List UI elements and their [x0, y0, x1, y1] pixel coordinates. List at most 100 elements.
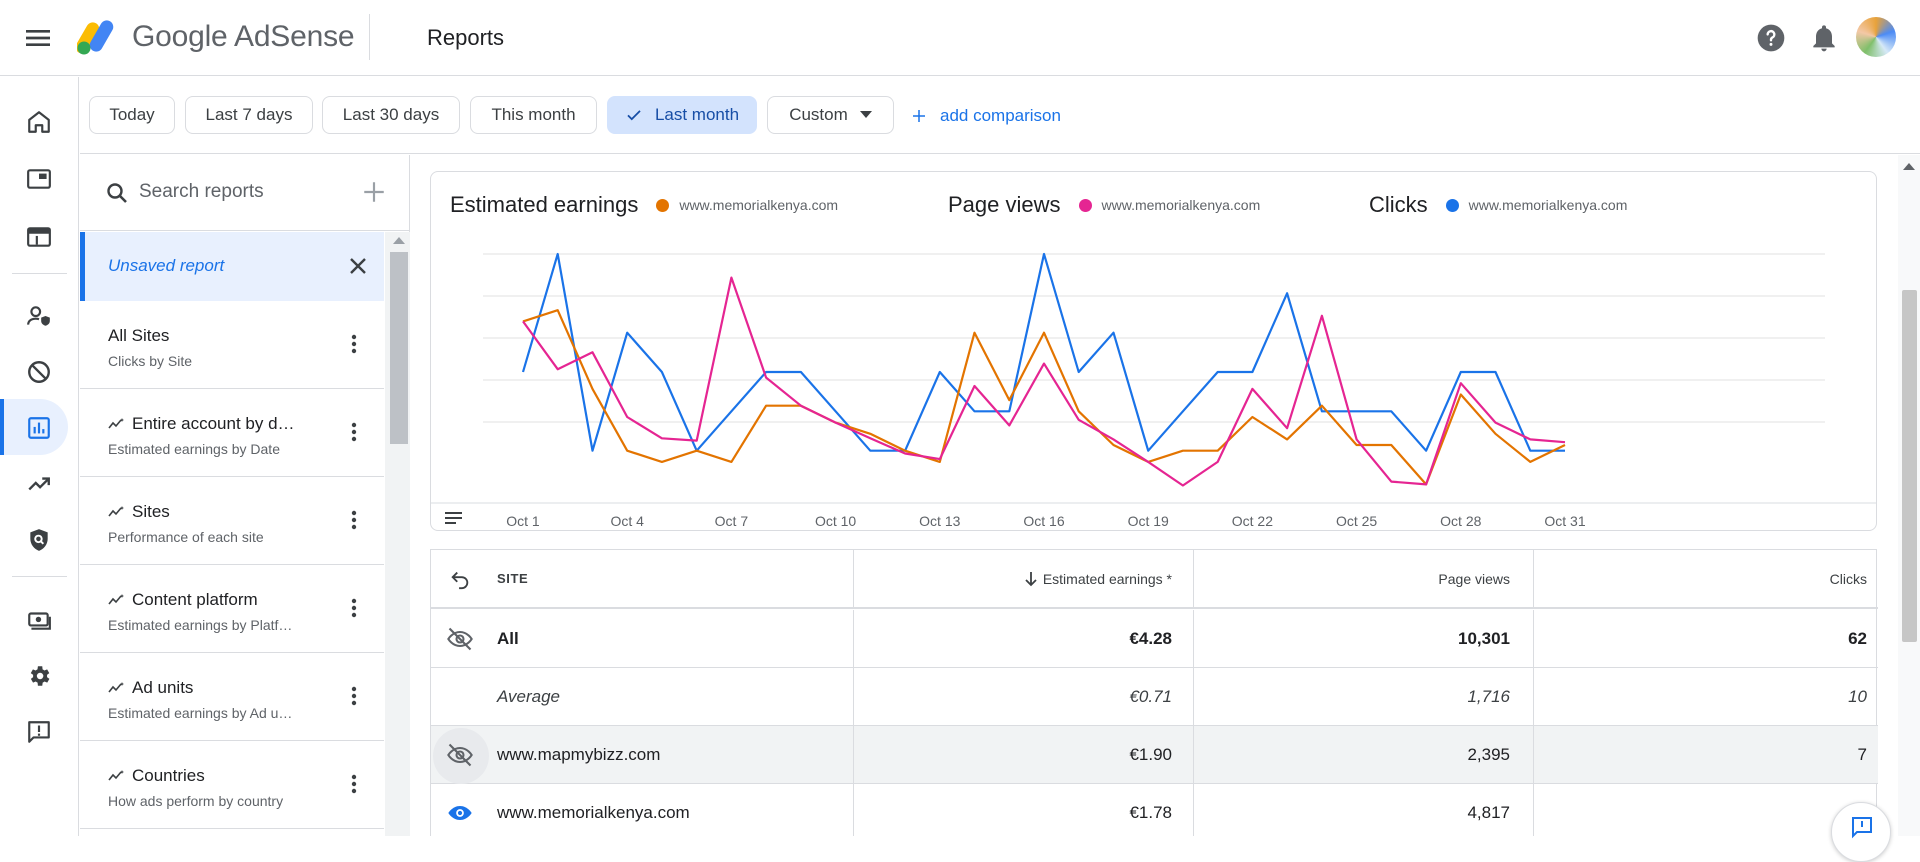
- report-title: Entire account by d…: [108, 414, 314, 434]
- nav-blocking-controls[interactable]: [0, 343, 79, 399]
- report-list-item[interactable]: Countries How ads perform by country: [80, 742, 384, 829]
- reports-panel: Unsaved report All Sites Clicks by Site En…: [80, 155, 410, 836]
- more-options-icon[interactable]: [342, 596, 366, 620]
- more-options-icon[interactable]: [342, 420, 366, 444]
- nav-payments[interactable]: [0, 591, 79, 647]
- toggle-visibility-button[interactable]: [431, 784, 489, 836]
- top-app-bar: Google AdSense Reports: [0, 0, 1920, 76]
- report-list-item[interactable]: Entire account by d… Estimated earnings b…: [80, 390, 384, 477]
- more-options-icon[interactable]: [342, 332, 366, 356]
- nav-home[interactable]: [0, 93, 79, 149]
- column-header-page-views[interactable]: Page views: [1438, 570, 1510, 587]
- nav-settings[interactable]: [0, 647, 79, 703]
- filter-chip-custom-dropdown[interactable]: Custom: [767, 96, 894, 134]
- report-list-item[interactable]: Sites Performance of each site: [80, 478, 384, 565]
- report-title: Sites: [108, 502, 314, 522]
- legend-metric: Estimated earnings: [450, 192, 639, 217]
- undo-icon[interactable]: [431, 550, 489, 608]
- legend-metric: Page views: [948, 192, 1061, 217]
- nav-reports[interactable]: [0, 399, 68, 455]
- feedback-fab-button[interactable]: [1831, 802, 1891, 862]
- page-scrollbar[interactable]: [1898, 155, 1920, 836]
- cell-page-views: 2,395: [1467, 744, 1510, 764]
- search-reports-input[interactable]: [139, 177, 349, 207]
- column-divider: [1193, 668, 1194, 725]
- ads-display-icon: [27, 169, 51, 189]
- column-header-label: Estimated earnings *: [1042, 570, 1172, 587]
- scrollbar-thumb[interactable]: [390, 252, 408, 444]
- report-list-item[interactable]: All Sites Clicks by Site: [80, 302, 384, 389]
- legend-clicks[interactable]: Clicks www.memorialkenya.com: [1369, 192, 1627, 218]
- report-list-item[interactable]: Content platform Estimated earnings by Pl…: [80, 566, 384, 653]
- more-options-icon[interactable]: [342, 772, 366, 796]
- reports-chart-icon: [28, 417, 50, 439]
- cell-clicks: 62: [1848, 628, 1867, 648]
- table-row[interactable]: Average €0.71 1,716 10: [431, 668, 1878, 726]
- x-tick-label: Oct 13: [919, 513, 960, 529]
- unsaved-report-label: Unsaved report: [108, 256, 225, 275]
- account-avatar[interactable]: [1856, 17, 1896, 57]
- settings-gear-icon: [30, 666, 50, 686]
- notifications-bell-icon[interactable]: [1808, 22, 1840, 54]
- column-divider: [853, 726, 854, 783]
- smart-report-icon: [108, 594, 124, 605]
- visibility-off-icon: [447, 743, 473, 767]
- x-tick-label: Oct 28: [1440, 513, 1481, 529]
- filter-chip-this-month[interactable]: This month: [470, 96, 597, 134]
- report-title-text: Sites: [132, 502, 170, 521]
- column-header-earnings[interactable]: Estimated earnings *: [856, 550, 1172, 607]
- nav-privacy-messaging[interactable]: [0, 287, 79, 343]
- more-options-icon[interactable]: [342, 508, 366, 532]
- filter-chip-last-30-days[interactable]: Last 30 days: [322, 96, 460, 134]
- table-row[interactable]: All €4.28 10,301 62: [431, 610, 1878, 668]
- legend-earnings[interactable]: Estimated earnings www.memorialkenya.com: [450, 192, 838, 218]
- column-header-clicks[interactable]: Clicks: [1829, 570, 1867, 587]
- table-row[interactable]: www.memorialkenya.com €1.78 4,817: [431, 784, 1878, 836]
- app-brand[interactable]: Google AdSense: [132, 20, 355, 53]
- legend-dot: [1445, 198, 1459, 212]
- column-divider: [853, 668, 854, 725]
- report-list-item[interactable]: Ad units Estimated earnings by Ad u…: [80, 654, 384, 741]
- nav-ads[interactable]: [0, 150, 79, 206]
- column-divider: [853, 784, 854, 836]
- close-icon[interactable]: [346, 254, 370, 278]
- scroll-up-arrow-icon[interactable]: [393, 237, 405, 244]
- cell-earnings: €4.28: [1129, 628, 1172, 648]
- report-title-text: All Sites: [108, 326, 170, 345]
- filter-chip-today[interactable]: Today: [89, 96, 175, 134]
- x-tick-label: Oct 7: [715, 513, 749, 529]
- toggle-visibility-button[interactable]: [431, 610, 489, 668]
- nav-sites[interactable]: [0, 208, 79, 264]
- feedback-icon: [28, 721, 50, 743]
- main-menu-icon[interactable]: [22, 22, 54, 54]
- nav-feedback[interactable]: [0, 703, 79, 759]
- column-header-site[interactable]: SITE: [497, 571, 529, 586]
- help-icon[interactable]: [1755, 22, 1787, 54]
- scrollbar-thumb[interactable]: [1902, 290, 1917, 642]
- filter-chip-last-month[interactable]: Last month: [607, 96, 757, 134]
- nav-optimization[interactable]: [0, 455, 79, 511]
- x-tick-label: Oct 22: [1232, 513, 1273, 529]
- rail-divider: [12, 576, 67, 577]
- scroll-up-arrow-icon[interactable]: [1903, 163, 1915, 170]
- cell-clicks: 10: [1848, 686, 1867, 706]
- more-options-icon[interactable]: [342, 684, 366, 708]
- cell-page-views: 4,817: [1467, 802, 1510, 822]
- add-report-plus-icon[interactable]: [361, 179, 387, 205]
- reports-scrollbar[interactable]: [385, 232, 410, 836]
- filter-chip-last-7-days[interactable]: Last 7 days: [185, 96, 313, 134]
- legend-page-views[interactable]: Page views www.memorialkenya.com: [948, 192, 1260, 218]
- chip-label: Last month: [654, 105, 740, 124]
- add-comparison-button[interactable]: add comparison: [910, 106, 1061, 126]
- brand-divider: [369, 14, 370, 60]
- toggle-visibility-button[interactable]: [431, 726, 489, 784]
- nav-brand-safety[interactable]: [0, 511, 79, 567]
- column-divider: [853, 610, 854, 667]
- cell-site: www.mapmybizz.com: [497, 744, 661, 764]
- report-subtitle: Estimated earnings by Ad u…: [108, 705, 293, 721]
- chip-label: Last 30 days: [342, 105, 440, 124]
- cell-page-views: 1,716: [1467, 686, 1510, 706]
- unsaved-report-item[interactable]: Unsaved report: [80, 232, 384, 301]
- table-row[interactable]: www.mapmybizz.com €1.90 2,395 7: [431, 726, 1878, 784]
- smart-report-icon: [108, 682, 124, 693]
